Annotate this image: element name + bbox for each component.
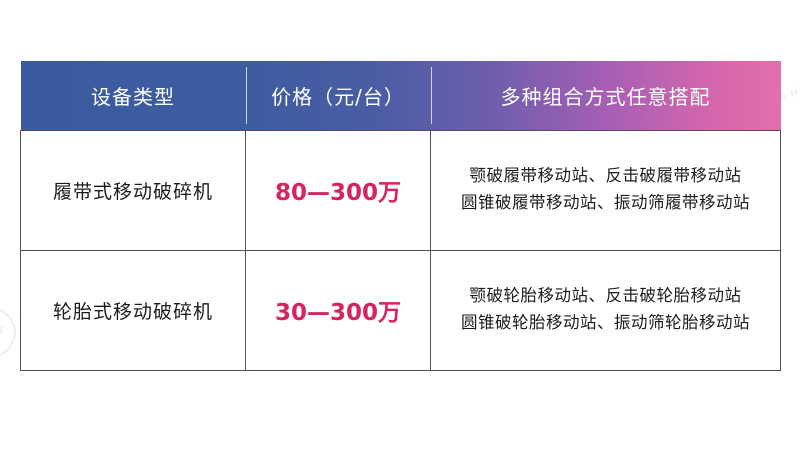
- combination-line: 颚破履带移动站、反击破履带移动站: [469, 166, 742, 186]
- table-body: 履带式移动破碎机 80—300万 颚破履带移动站、反击破履带移动站 圆锥破履带移…: [20, 129, 781, 371]
- cell-price: 80—300万: [245, 129, 431, 251]
- cell-equipment-type: 履带式移动破碎机: [20, 129, 246, 251]
- header-equipment-type: 设备类型: [20, 61, 781, 130]
- equipment-type-value: 轮胎式移动破碎机: [52, 300, 213, 323]
- header-combinations-label: 多种组合方式任意搭配: [500, 84, 711, 109]
- equipment-spec-table: 设备类型 价格（元/台） 多种组合方式任意搭配 履带式移动破碎机 80—300万: [20, 61, 781, 371]
- header-combinations: 多种组合方式任意搭配: [430, 61, 781, 130]
- price-value: 30—300万: [274, 300, 402, 326]
- combination-line: 圆锥破轮胎移动站、振动筛轮胎移动站: [461, 313, 750, 332]
- cell-price: 30—300万: [245, 249, 431, 371]
- price-value: 80—300万: [274, 180, 402, 206]
- equipment-type-value: 履带式移动破碎机: [52, 180, 213, 203]
- combination-line: 圆锥破履带移动站、振动筛履带移动站: [461, 193, 750, 212]
- cell-combinations: 颚破履带移动站、反击破履带移动站 圆锥破履带移动站、振动筛履带移动站: [430, 129, 781, 251]
- header-equipment-type-label: 设备类型: [91, 84, 175, 109]
- header-price-label: 价格（元/台）: [271, 84, 405, 109]
- combination-line: 颚破轮胎移动站、反击破轮胎移动站: [469, 286, 742, 306]
- cell-equipment-type: 轮胎式移动破碎机: [20, 249, 246, 371]
- table-row: 履带式移动破碎机 80—300万 颚破履带移动站、反击破履带移动站 圆锥破履带移…: [20, 129, 781, 251]
- spec-table-container: 设备类型 价格（元/台） 多种组合方式任意搭配 履带式移动破碎机 80—300万: [20, 61, 781, 371]
- table-row: 轮胎式移动破碎机 30—300万 颚破轮胎移动站、反击破轮胎移动站 圆锥破轮胎移…: [20, 249, 781, 371]
- cell-combinations: 颚破轮胎移动站、反击破轮胎移动站 圆锥破轮胎移动站、振动筛轮胎移动站: [430, 249, 781, 371]
- table-header-row: 设备类型 价格（元/台） 多种组合方式任意搭配: [20, 61, 781, 130]
- table-header: 设备类型 价格（元/台） 多种组合方式任意搭配: [20, 61, 781, 130]
- header-price: 价格（元/台）: [245, 61, 431, 130]
- combinations-value: 颚破履带移动站、反击破履带移动站 圆锥破履带移动站、振动筛履带移动站: [435, 163, 776, 216]
- combinations-value: 颚破轮胎移动站、反击破轮胎移动站 圆锥破轮胎移动站、振动筛轮胎移动站: [435, 283, 776, 336]
